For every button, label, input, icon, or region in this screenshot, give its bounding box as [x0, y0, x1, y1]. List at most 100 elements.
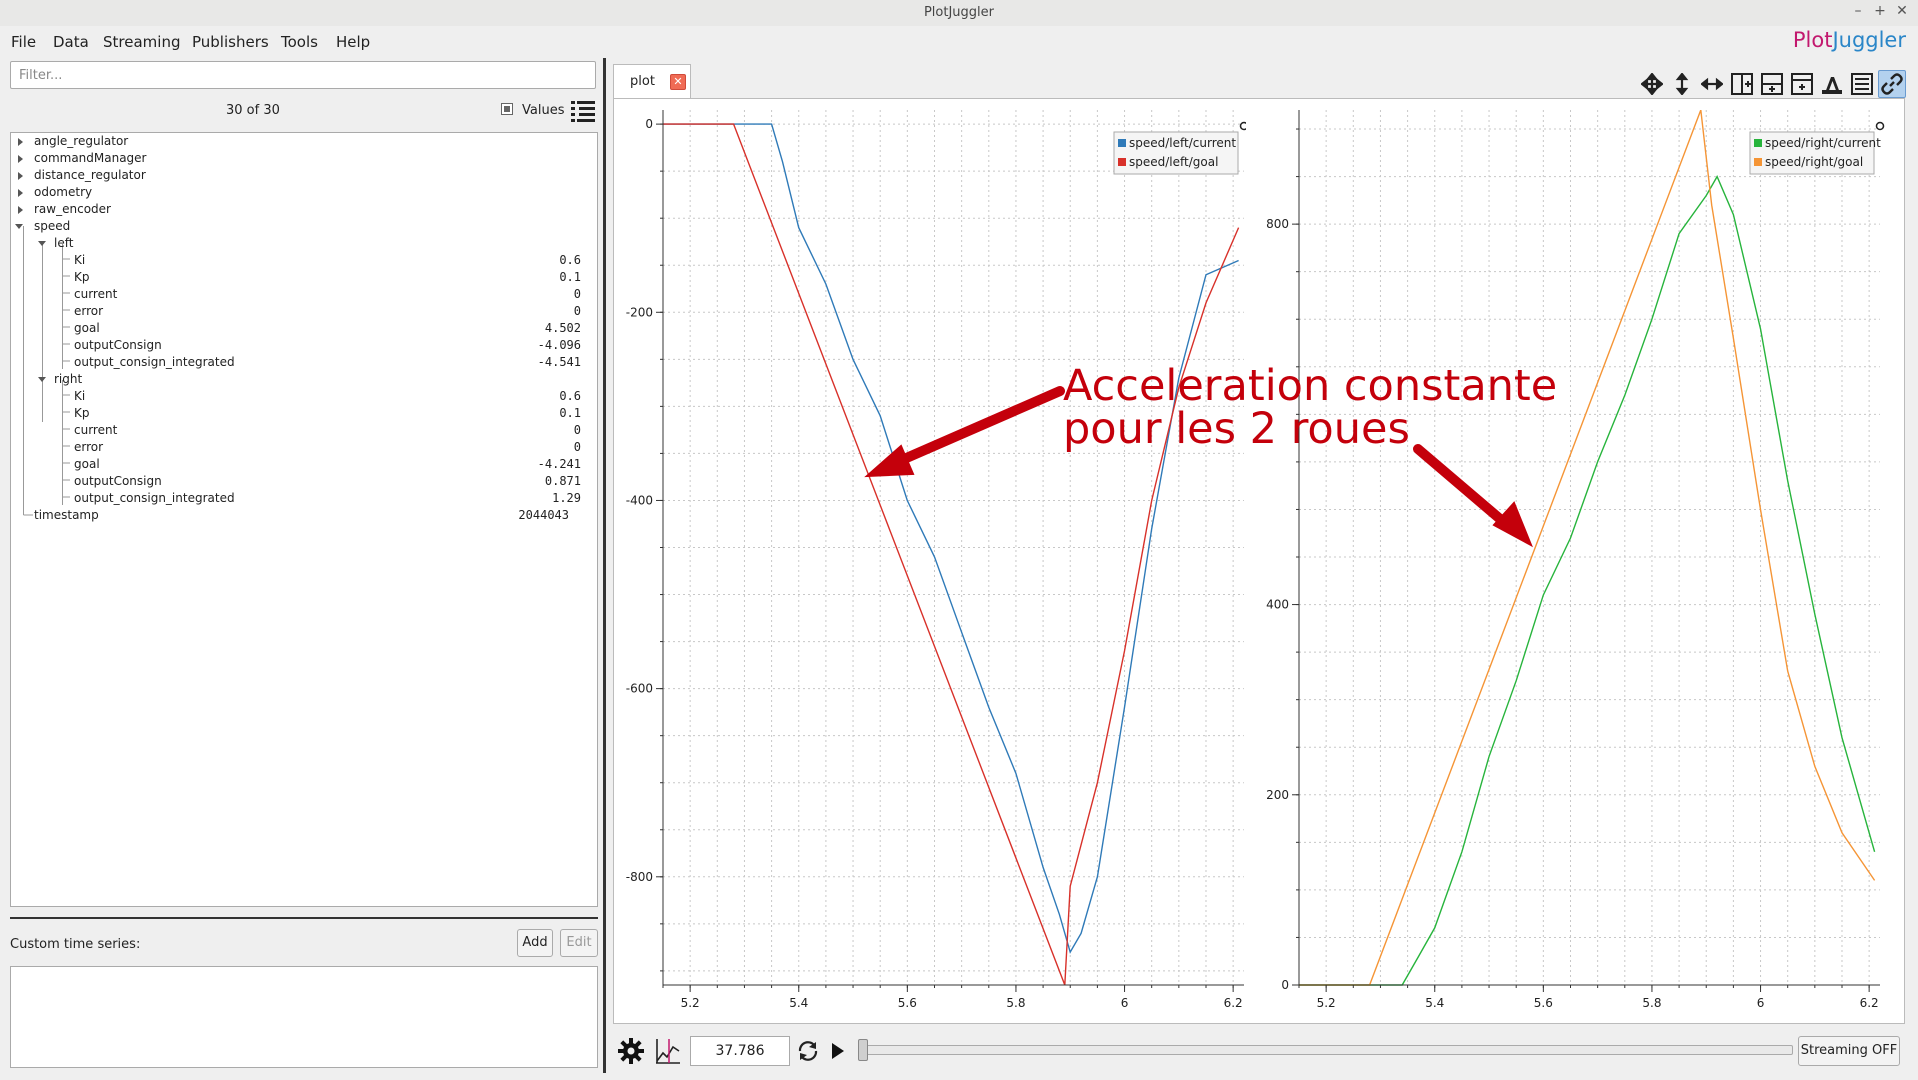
menu-file[interactable]: File	[11, 33, 37, 51]
collapse-arrow-icon[interactable]	[38, 241, 46, 246]
value-cell: -4.096	[537, 338, 581, 352]
curves	[663, 123, 1240, 986]
values-label: Values	[522, 103, 565, 118]
legend-swatch	[1118, 139, 1126, 147]
collapse-arrow-icon[interactable]	[15, 224, 23, 229]
legend-box	[1113, 131, 1239, 175]
minimize-icon[interactable]: –	[1854, 3, 1862, 19]
split-horizontal-icon[interactable]	[1728, 70, 1756, 98]
value-cell: 0	[573, 440, 581, 454]
expand-arrow-icon[interactable]	[18, 189, 23, 197]
menu-streaming[interactable]: Streaming	[103, 33, 181, 51]
brand-logo: PlotJuggler	[1792, 28, 1906, 52]
y-tick-label: 0	[645, 117, 653, 131]
x-tick-label: 5.6	[1534, 996, 1553, 1010]
value-cell: 2044043	[518, 508, 569, 522]
list-view-icon[interactable]	[570, 99, 596, 123]
value-cell: 0.6	[559, 253, 581, 267]
x-tick-label: 5.2	[681, 996, 700, 1010]
value-cell: 0.1	[559, 406, 581, 420]
y-tick-label: 400	[1266, 598, 1289, 612]
x-tick-label: 6	[1121, 996, 1129, 1010]
menu-tools[interactable]: Tools	[281, 33, 318, 51]
annotation-text: Acceleration constante pour les 2 roues	[1063, 361, 1558, 454]
legend-swatch	[1754, 139, 1762, 147]
y-tick-label: -800	[626, 870, 653, 884]
slider-handle[interactable]	[858, 1039, 868, 1061]
loop-icon[interactable]	[796, 1039, 820, 1063]
value-cell: 0.6	[559, 389, 581, 403]
x-tick-label: 5.4	[789, 996, 808, 1010]
zoom-vertical-icon[interactable]	[1668, 70, 1696, 98]
main-splitter[interactable]	[603, 58, 606, 1073]
title-bar: PlotJuggler – + ✕	[0, 0, 1918, 27]
legend[interactable]: speed/left/current speed/left/goal	[1113, 121, 1246, 175]
value-cell: 0	[573, 423, 581, 437]
maximize-icon[interactable]: +	[1874, 3, 1886, 19]
series-line-0	[1299, 175, 1876, 986]
x-tick-label: 5.2	[1317, 996, 1336, 1010]
value-cell: 0.871	[544, 474, 581, 488]
time-display[interactable]: 37.786	[690, 1036, 790, 1066]
legend-entry: speed/right/current	[1765, 136, 1881, 150]
x-tick-label: 6	[1757, 996, 1765, 1010]
filter-input[interactable]	[10, 61, 596, 89]
custom-series-list[interactable]	[10, 966, 598, 1068]
axes: 5.2 5.4 5.6 5.8 6 6.2 0 200 400 800	[1266, 110, 1880, 1010]
plot-toolbar	[1638, 70, 1906, 98]
time-slider[interactable]	[862, 1045, 1793, 1055]
series-line-1	[1299, 110, 1876, 986]
plot-area[interactable]	[613, 98, 1905, 1024]
play-icon[interactable]	[829, 1041, 847, 1061]
close-icon[interactable]: ✕	[1896, 3, 1908, 19]
streaming-toggle-button[interactable]: Streaming OFF	[1798, 1036, 1900, 1066]
tab-label: plot	[630, 74, 655, 89]
legend-box	[1749, 131, 1875, 175]
value-cell: 0	[573, 287, 581, 301]
timeseries-tree[interactable]: angle_regulator commandManager distance_…	[10, 132, 598, 907]
add-plot-icon[interactable]	[1788, 70, 1816, 98]
move-icon[interactable]	[1638, 70, 1666, 98]
add-button[interactable]: Add	[517, 929, 553, 957]
zoom-horizontal-icon[interactable]	[1698, 70, 1726, 98]
legend[interactable]: speed/right/current speed/right/goal	[1749, 121, 1885, 175]
value-cell: 1.29	[552, 491, 581, 505]
link-icon[interactable]	[1878, 70, 1906, 98]
settings-gear-icon[interactable]	[617, 1037, 645, 1065]
legend-entry: speed/left/goal	[1129, 155, 1218, 169]
menu-help[interactable]: Help	[336, 33, 371, 51]
split-vertical-icon[interactable]	[1758, 70, 1786, 98]
expand-arrow-icon[interactable]	[18, 138, 23, 146]
panel-splitter[interactable]	[10, 917, 598, 919]
menu-publishers[interactable]: Publishers	[192, 33, 269, 51]
menu-data[interactable]: Data	[53, 33, 89, 51]
x-tick-label: 6.2	[1224, 996, 1243, 1010]
x-tick-label: 5.6	[898, 996, 917, 1010]
tree-lines	[23, 226, 70, 516]
y-tick-label: 0	[1281, 978, 1289, 992]
axes: 5.2 5.4 5.6 5.8 6 6.2 0 -200 -400 -600 -800	[626, 110, 1244, 1010]
chart-speed-left[interactable]: 5.2 5.4 5.6 5.8 6 6.2 0 -200 -400 -600 -800 speed/…	[614, 110, 1246, 1024]
chart-speed-right[interactable]: 5.2 5.4 5.6 5.8 6 6.2 0 200 400 800 speed/right/c…	[1250, 110, 1905, 1024]
expand-arrow-icon[interactable]	[18, 206, 23, 214]
close-tab-icon[interactable]: ✕	[670, 74, 686, 90]
collapse-arrow-icon[interactable]	[38, 377, 46, 382]
y-tick-label: 800	[1266, 217, 1289, 231]
series-count: 30 of 30	[226, 103, 280, 118]
x-tick-label: 5.8	[1642, 996, 1661, 1010]
window-title: PlotJuggler	[923, 5, 995, 20]
legend-entry: speed/right/goal	[1765, 155, 1863, 169]
tab-plot[interactable]: plot ✕	[613, 64, 691, 98]
legend-handle	[1239, 121, 1246, 131]
edit-button[interactable]: Edit	[560, 929, 598, 957]
expand-arrow-icon[interactable]	[18, 172, 23, 180]
expand-arrow-icon[interactable]	[18, 155, 23, 163]
style-icon[interactable]	[1818, 70, 1846, 98]
y-tick-label: -200	[626, 305, 653, 319]
values-checkbox[interactable]	[501, 103, 513, 115]
time-reference-icon[interactable]	[654, 1037, 682, 1065]
legend-handle	[1875, 121, 1885, 131]
legend-icon[interactable]	[1848, 70, 1876, 98]
menu-bar: File Data Streaming Publishers Tools Hel…	[0, 26, 1918, 58]
value-cell: -4.241	[537, 457, 581, 471]
